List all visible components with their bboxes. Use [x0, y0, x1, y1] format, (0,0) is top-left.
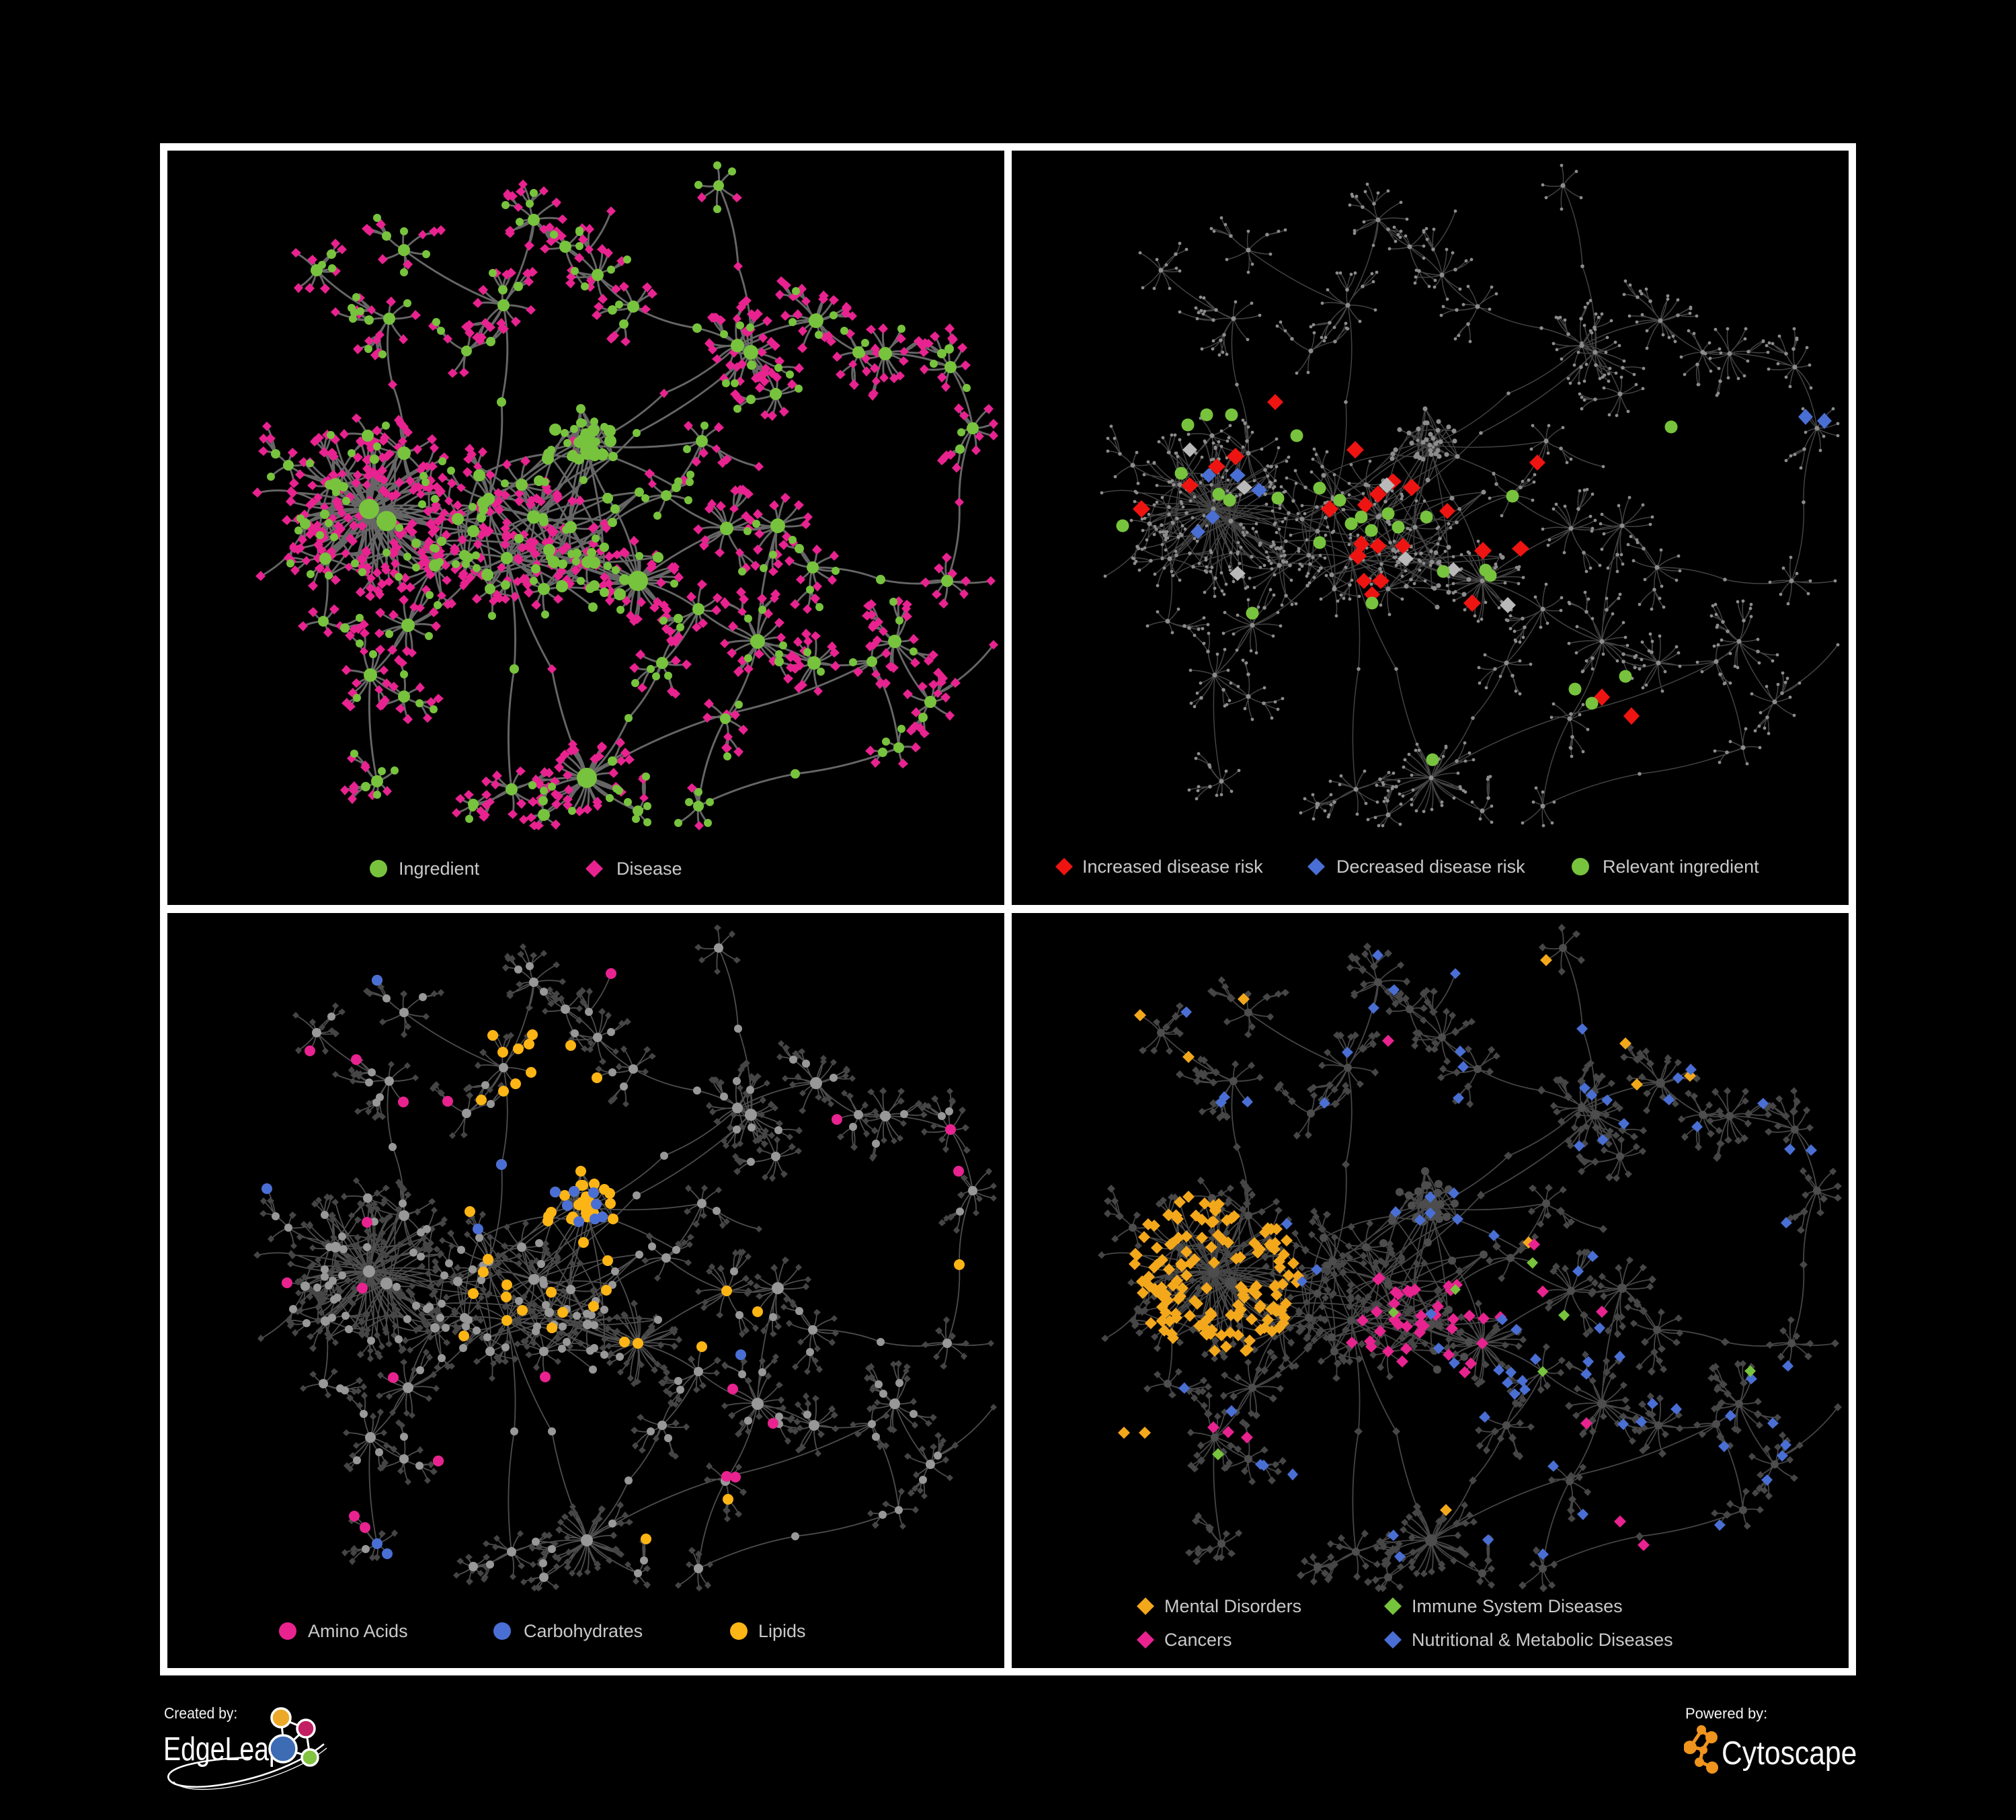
svg-text:Carbohydrates: Carbohydrates — [524, 1621, 643, 1641]
svg-text:Relevant ingredient: Relevant ingredient — [1603, 857, 1759, 877]
svg-text:Cancers: Cancers — [1164, 1630, 1232, 1650]
svg-text:Created by:: Created by: — [164, 1704, 237, 1722]
svg-text:Powered by:: Powered by: — [1685, 1705, 1767, 1722]
svg-text:Disease: Disease — [616, 859, 682, 879]
svg-text:Decreased disease risk: Decreased disease risk — [1336, 857, 1525, 877]
svg-text:Immune System Diseases: Immune System Diseases — [1412, 1596, 1623, 1616]
svg-text:Increased disease risk: Increased disease risk — [1082, 857, 1263, 877]
svg-text:EdgeLeap: EdgeLeap — [164, 1731, 284, 1768]
svg-text:Nutritional & Metabolic Diseas: Nutritional & Metabolic Diseases — [1412, 1630, 1673, 1650]
svg-text:Lipids: Lipids — [758, 1621, 806, 1641]
svg-text:Mental Disorders: Mental Disorders — [1164, 1596, 1301, 1616]
svg-text:Ingredient: Ingredient — [399, 859, 480, 879]
svg-text:Cytoscape: Cytoscape — [1722, 1734, 1857, 1771]
svg-text:Amino Acids: Amino Acids — [308, 1621, 408, 1641]
